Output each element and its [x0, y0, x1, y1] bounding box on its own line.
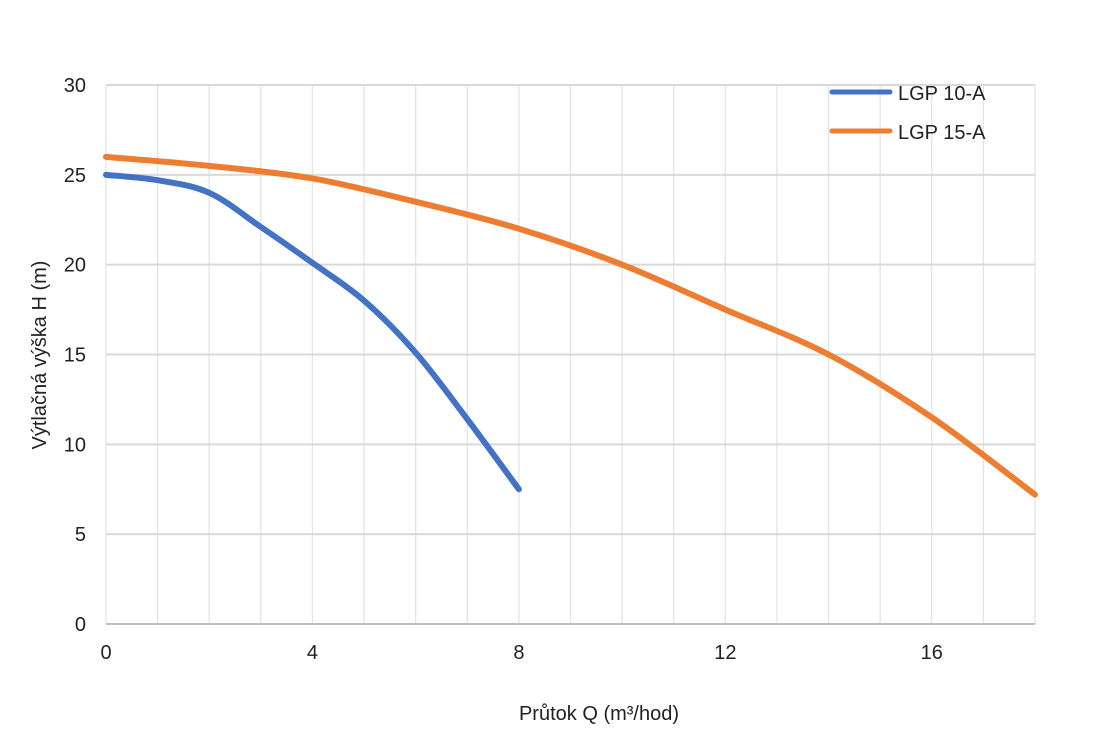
x-tick-label: 4	[307, 642, 318, 664]
x-axis-label: Průtok Q (m³/hod)	[519, 703, 679, 725]
y-tick-label: 30	[64, 75, 86, 97]
x-tick-label: 16	[921, 642, 943, 664]
x-tick-label: 0	[100, 642, 111, 664]
legend-label-lgp-10a: LGP 10-A	[898, 83, 986, 105]
y-tick-label: 20	[64, 255, 86, 277]
series-line-lgp-15-a	[103, 153, 1038, 498]
y-tick-label: 25	[64, 165, 86, 187]
y-tick-label: 15	[64, 345, 86, 367]
x-tick-label: 12	[714, 642, 736, 664]
series-lines	[103, 153, 1038, 498]
grid	[105, 84, 1036, 625]
y-tick-label: 5	[75, 524, 86, 546]
series-line-lgp-10-a	[103, 171, 522, 493]
legend-label-lgp-15a: LGP 15-A	[898, 122, 986, 144]
y-tick-label: 0	[75, 614, 86, 636]
legend: LGP 10-A LGP 15-A	[829, 83, 986, 144]
x-tick-label: 8	[513, 642, 524, 664]
y-tick-label: 10	[64, 434, 86, 456]
tick-labels: 0 5 10 15 20 25 30 0 4 8 12 16	[64, 75, 943, 664]
y-axis-label: Výtlačná výška H (m)	[29, 261, 51, 450]
